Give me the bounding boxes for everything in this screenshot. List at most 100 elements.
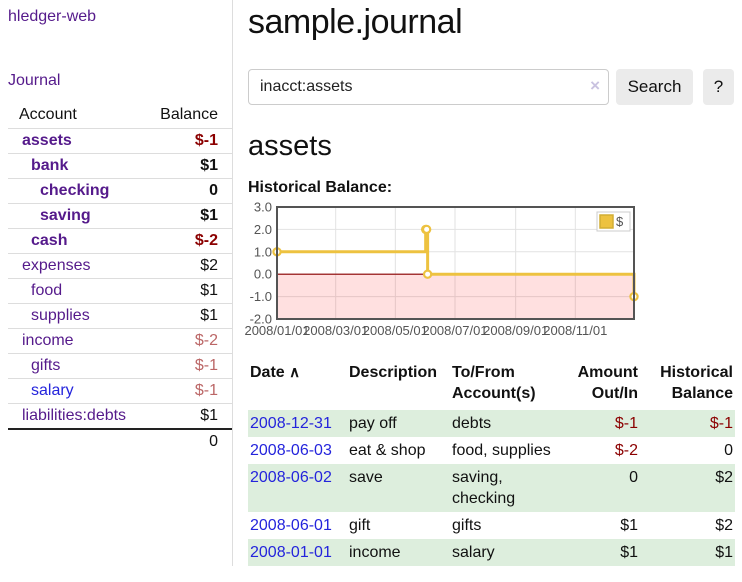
transaction-amount: 0 xyxy=(629,469,638,486)
date-column-header[interactable]: Date ∧ xyxy=(250,364,301,381)
accounts-column-header: Account xyxy=(19,106,77,123)
account-link[interactable]: food xyxy=(31,282,63,299)
search-bar: × Search ? xyxy=(248,69,735,105)
chart-title: Historical Balance: xyxy=(248,179,393,196)
account-balance: 0 xyxy=(139,178,232,204)
transaction-description: income xyxy=(349,544,401,561)
chart-canvas: $3.0 2.0 1.0 0.0 -1.0 -2.02008/01/012008/03/0… xyxy=(244,200,639,338)
account-row: cash $-2 xyxy=(8,228,232,254)
transaction-date-link[interactable]: 2008-06-03 xyxy=(250,442,332,459)
account-row: supplies $1 xyxy=(8,303,232,329)
transaction-balance: $-1 xyxy=(709,415,733,432)
sidebar-item-journal[interactable]: Journal xyxy=(8,72,61,89)
account-link[interactable]: salary xyxy=(31,382,74,399)
transaction-date-link[interactable]: 2008-12-31 xyxy=(250,415,332,432)
transaction-accounts: salary xyxy=(452,544,495,561)
account-row: assets $-1 xyxy=(8,128,232,154)
svg-text:3.0: 3.0 xyxy=(254,200,272,215)
transaction-balance: $2 xyxy=(715,517,733,534)
account-link[interactable]: supplies xyxy=(31,307,90,324)
app-window: hledger-web Journal Account Balance asse… xyxy=(0,0,742,566)
transaction-date-link[interactable]: 2008-06-01 xyxy=(250,517,332,534)
transaction-description: save xyxy=(349,469,383,486)
search-input[interactable] xyxy=(248,69,609,105)
register-table: Date ∧ Description To/From Account(s) Am… xyxy=(248,360,735,566)
account-balance: $1 xyxy=(139,153,232,179)
accounts-total-row: 0 xyxy=(8,428,232,454)
sort-asc-icon: ∧ xyxy=(289,364,301,381)
account-link[interactable]: saving xyxy=(40,207,91,224)
account-row: food $1 xyxy=(8,278,232,304)
register-row: 2008-06-02 save saving, checking 0 $2 xyxy=(248,464,735,512)
account-row: expenses $2 xyxy=(8,253,232,279)
account-balance: $-2 xyxy=(139,228,232,254)
account-heading: assets xyxy=(248,130,332,162)
account-balance: $1 xyxy=(139,278,232,304)
register-row: 2008-06-01 gift gifts $1 $2 xyxy=(248,512,735,539)
svg-text:2008/11/01: 2008/11/01 xyxy=(543,323,607,338)
transaction-amount: $-2 xyxy=(614,442,638,459)
svg-text:2008/07/01: 2008/07/01 xyxy=(422,323,487,338)
transaction-balance: $1 xyxy=(715,544,733,561)
svg-text:0.0: 0.0 xyxy=(254,267,272,282)
balance-column-header: Balance xyxy=(160,106,218,123)
transaction-description: eat & shop xyxy=(349,442,426,459)
account-balance: $1 xyxy=(139,303,232,329)
svg-text:2.0: 2.0 xyxy=(254,222,272,237)
transaction-date-link[interactable]: 2008-06-02 xyxy=(250,469,332,486)
account-balance: $1 xyxy=(139,403,232,429)
account-balance: $-1 xyxy=(139,353,232,379)
accounts-total-value: 0 xyxy=(139,428,232,454)
account-row: checking 0 xyxy=(8,178,232,204)
transaction-description: pay off xyxy=(349,415,397,432)
svg-text:2008/05/01: 2008/05/01 xyxy=(363,323,428,338)
account-link[interactable]: cash xyxy=(31,232,68,249)
svg-text:2008/03/01: 2008/03/01 xyxy=(303,323,368,338)
account-row: salary $-1 xyxy=(8,378,232,404)
account-link[interactable]: assets xyxy=(22,132,72,149)
account-balance: $-1 xyxy=(139,128,232,154)
search-button[interactable]: Search xyxy=(616,69,693,105)
transaction-balance: $2 xyxy=(715,469,733,486)
amount-column-header: Amount Out/In xyxy=(577,364,638,402)
account-row: saving $1 xyxy=(8,203,232,229)
account-row: bank $1 xyxy=(8,153,232,179)
svg-text:2008/01/01: 2008/01/01 xyxy=(244,323,309,338)
sidebar: hledger-web Journal Account Balance asse… xyxy=(0,0,233,566)
account-row: gifts $-1 xyxy=(8,353,232,379)
account-link[interactable]: expenses xyxy=(22,257,91,274)
svg-text:1.0: 1.0 xyxy=(254,244,272,259)
account-row: income $-2 xyxy=(8,328,232,354)
register-row: 2008-12-31 pay off debts $-1 $-1 xyxy=(248,410,735,437)
svg-text:$: $ xyxy=(616,214,624,229)
account-column-header: To/From Account(s) xyxy=(452,364,536,402)
clear-search-icon[interactable]: × xyxy=(590,76,600,95)
transaction-amount: $-1 xyxy=(614,415,638,432)
account-balance: $2 xyxy=(139,253,232,279)
historical-balance-chart: $3.0 2.0 1.0 0.0 -1.0 -2.0 2008/01/01 2008/03/0… xyxy=(244,200,735,344)
account-link[interactable]: checking xyxy=(40,182,110,199)
account-link[interactable]: gifts xyxy=(31,357,61,374)
register-row: 2008-06-03 eat & shop food, supplies $-2 0 xyxy=(248,437,735,464)
svg-text:-1.0: -1.0 xyxy=(250,289,272,304)
transaction-accounts: gifts xyxy=(452,517,482,534)
account-link[interactable]: income xyxy=(22,332,74,349)
register-row: 2008-01-01 income salary $1 $1 xyxy=(248,539,735,566)
transaction-date-link[interactable]: 2008-01-01 xyxy=(250,544,332,561)
account-row: liabilities:debts $1 xyxy=(8,403,232,429)
svg-text:-2.0: -2.0 xyxy=(250,312,272,327)
description-column-header: Description xyxy=(349,364,438,381)
help-button[interactable]: ? xyxy=(703,69,734,105)
page-title: sample.journal xyxy=(248,3,463,41)
account-balance: $-2 xyxy=(139,328,232,354)
accounts-tree: Account Balance assets $-1 bank $1 checking 0… xyxy=(8,104,232,454)
svg-text:2008/09/01: 2008/09/01 xyxy=(483,323,548,338)
transaction-amount: $1 xyxy=(620,517,638,534)
brand-link[interactable]: hledger-web xyxy=(8,8,97,25)
transaction-accounts: saving, checking xyxy=(452,469,516,507)
main-content: sample.journal × Search ? assets Histori… xyxy=(233,0,742,566)
transaction-balance: 0 xyxy=(724,442,733,459)
account-link[interactable]: liabilities:debts xyxy=(22,407,127,424)
account-link[interactable]: bank xyxy=(31,157,69,174)
transaction-accounts: food, supplies xyxy=(452,442,551,459)
